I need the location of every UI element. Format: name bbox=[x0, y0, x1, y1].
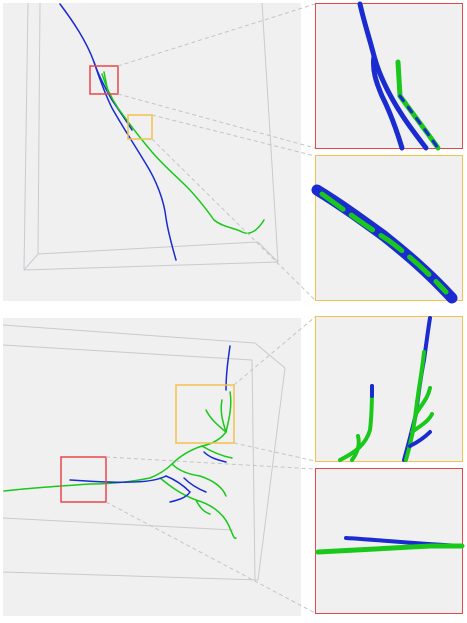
inset-top-red-traces bbox=[357, 1, 441, 151]
bottom-orange-inset bbox=[315, 316, 463, 462]
bottom-red-zoom-box bbox=[60, 456, 107, 503]
bottom-bounding-box bbox=[2, 324, 286, 581]
bottom-green-neuron bbox=[3, 391, 237, 540]
bottom-connector-lines bbox=[105, 316, 316, 614]
top-green-neuron bbox=[101, 71, 265, 234]
bottom-3d-view bbox=[3, 318, 301, 616]
bottom-orange-zoom-box bbox=[175, 384, 235, 444]
top-blue-neuron bbox=[59, 3, 177, 261]
inset-top-orange-traces bbox=[311, 184, 458, 304]
top-red-inset bbox=[315, 3, 463, 149]
bottom-blue-neuron bbox=[69, 345, 231, 503]
top-red-zoom-box bbox=[89, 65, 119, 95]
top-orange-zoom-box bbox=[127, 114, 153, 140]
top-bounding-box bbox=[23, 2, 279, 271]
inset-bottom-orange-traces bbox=[338, 316, 434, 462]
inset-bottom-red-traces bbox=[315, 536, 465, 555]
top-connector-lines bbox=[117, 3, 316, 301]
